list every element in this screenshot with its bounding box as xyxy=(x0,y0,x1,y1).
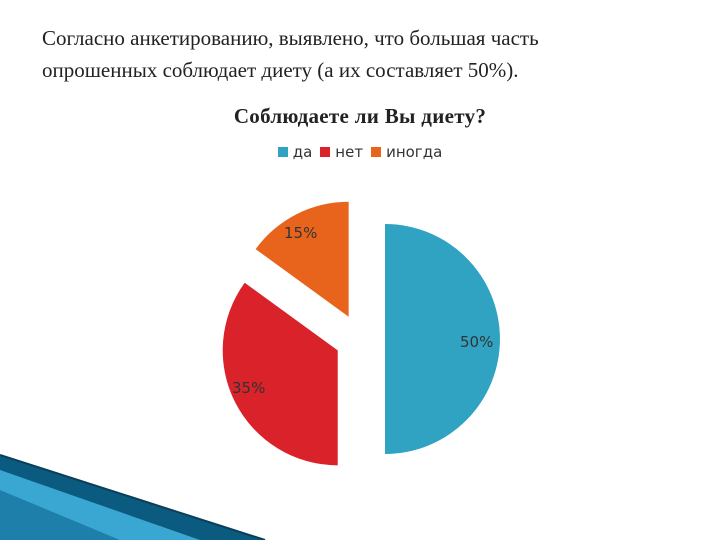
chart-legend: да нет иногда xyxy=(0,143,720,161)
legend-swatch-0 xyxy=(277,147,288,157)
intro-line-2: опрошенных соблюдает диету (а их составл… xyxy=(42,58,519,82)
intro-text: Согласно анкетированию, выявлено, что бо… xyxy=(42,22,682,86)
pie-slice-label-1: 35% xyxy=(232,379,265,397)
intro-line-1: Согласно анкетированию, выявлено, что бо… xyxy=(42,26,539,50)
pie-slice-2 xyxy=(255,201,349,317)
legend-item-1: нет xyxy=(320,143,363,161)
legend-swatch-1 xyxy=(320,147,331,157)
legend-label-2: иногда xyxy=(386,143,443,161)
legend-label-1: нет xyxy=(335,143,364,161)
legend-item-2: иногда xyxy=(371,143,442,161)
decor-band-mid xyxy=(0,490,120,540)
pie-slice-label-2: 15% xyxy=(284,224,317,242)
decor-line xyxy=(0,454,266,540)
legend-item-0: да xyxy=(277,143,313,161)
pie-slice-label-0: 50% xyxy=(460,333,493,351)
legend-label-0: да xyxy=(292,143,313,161)
chart-title: Соблюдаете ли Вы диету? xyxy=(233,104,487,128)
legend-swatch-2 xyxy=(371,147,382,157)
pie-slice-0 xyxy=(385,224,500,454)
pie-slice-1 xyxy=(222,282,338,466)
